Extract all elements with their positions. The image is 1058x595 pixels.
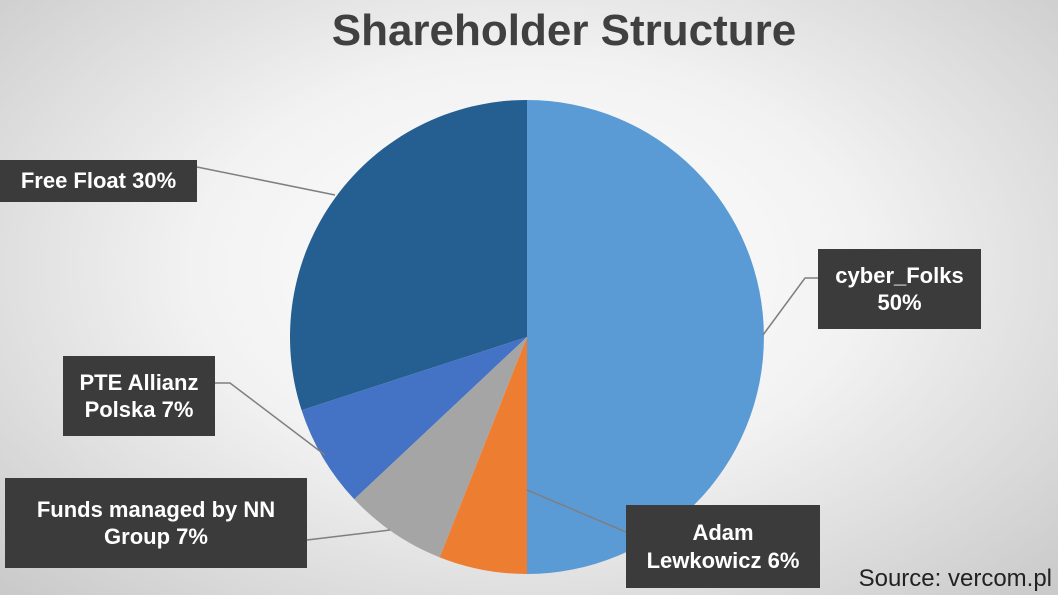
value-label: 7% [161, 397, 194, 422]
label-text: Free Float 30% [21, 167, 176, 195]
data-label: PTE Allianz Polska 7% [63, 356, 215, 436]
category-label: Adam Lewkowicz [646, 520, 762, 573]
category-label: cyber_Folks [835, 262, 964, 288]
label-text: Funds managed by NN Group 7% [15, 496, 297, 551]
value-label: 50% [877, 290, 922, 315]
value-label: 30% [132, 168, 177, 194]
leader-line [215, 382, 326, 456]
leader-line [306, 529, 391, 541]
chart-title: Shareholder Structure [331, 6, 797, 55]
leader-line [526, 489, 627, 533]
pie-slice [354, 337, 527, 558]
label-text: cyber_Folks 50% [828, 262, 971, 317]
data-label: Adam Lewkowicz 6% [626, 505, 820, 588]
value-label: 7% [176, 524, 208, 549]
data-label: Free Float 30% [0, 160, 197, 202]
leader-line [196, 166, 336, 196]
pie-slice [527, 100, 764, 574]
label-text: PTE Allianz Polska 7% [73, 369, 205, 424]
label-text: Adam Lewkowicz 6% [636, 519, 810, 574]
leader-line [762, 277, 818, 336]
pie-slice [289, 100, 527, 411]
category-label: PTE Allianz Polska [79, 369, 199, 423]
data-label: cyber_Folks 50% [818, 249, 981, 329]
category-label: Funds managed by NN Group [36, 496, 276, 550]
pie-slice [301, 337, 527, 500]
pie-slice [439, 337, 527, 574]
value-label: 6% [767, 547, 800, 573]
category-label: Free Float [20, 168, 126, 194]
source: Source: vercom.pl [858, 565, 1052, 592]
data-label: Funds managed by NN Group 7% [5, 478, 307, 568]
